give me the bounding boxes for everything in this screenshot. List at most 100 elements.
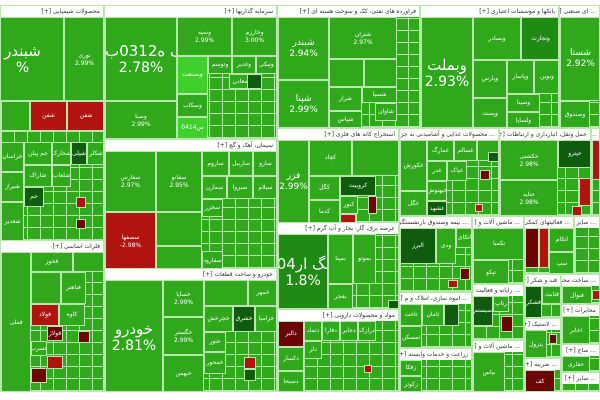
- tile[interactable]: اخابر: [562, 316, 590, 343]
- tile[interactable]: وغدیر: [232, 56, 256, 74]
- sector-header[interactable]: مواد و محصولات دارویی [+]: [278, 310, 398, 321]
- tile[interactable]: تکمبا: [473, 228, 523, 260]
- tile[interactable]: خمحور: [204, 352, 226, 374]
- tile[interactable]: دفارا: [322, 321, 340, 341]
- tile[interactable]: فملی: [1, 252, 31, 391]
- tile[interactable]: سپ: [549, 252, 573, 273]
- tile[interactable]: وتوسم: [208, 56, 232, 74]
- tile[interactable]: غگل: [400, 191, 427, 215]
- tile[interactable]: وسکاب: [177, 94, 208, 117]
- tile[interactable]: وپاسار: [507, 60, 534, 94]
- tile[interactable]: خشرق: [233, 306, 255, 332]
- tile[interactable]: جم پیلن: [24, 142, 52, 165]
- tile[interactable]: [525, 228, 539, 268]
- sector-banks[interactable]: بانکها و موسسات اعتباری [+] وبملت 2.93% و…: [420, 5, 559, 128]
- sector-automotive[interactable]: خودرو و ساخت قطعات [+] خودرو 2.81% خساپا 2…: [104, 268, 277, 392]
- sector-contracting[interactable]: ... ساخ [+] حفاری: [561, 344, 600, 372]
- tile[interactable]: شسپا: [362, 87, 397, 103]
- tile[interactable]: کاوه: [59, 304, 85, 326]
- tile[interactable]: [31, 368, 47, 383]
- tile[interactable]: [156, 212, 202, 246]
- tile[interactable]: حپترو: [558, 140, 590, 168]
- tile[interactable]: حکشتی 2.98%: [500, 140, 558, 180]
- tile[interactable]: ودی: [436, 228, 456, 264]
- tile[interactable]: 0414س: [177, 117, 208, 138]
- tile[interactable]: شستا 2.92%: [560, 17, 599, 101]
- tile[interactable]: فسرب: [31, 341, 47, 356]
- tile[interactable]: سفارس 2.97%: [105, 151, 156, 212]
- sector-header[interactable]: ... ماشین آلات و [+]: [473, 341, 523, 352]
- tile[interactable]: وسپه 2.99%: [177, 17, 232, 56]
- sector-pharma[interactable]: مواد و محصولات دارویی [+] دالبر دکسار دس…: [277, 309, 399, 392]
- sector-agriculture[interactable]: زراعت و خدمات وابسته [+] زفکا زکوثر: [399, 348, 472, 392]
- sector-machinery-2[interactable]: ... ماشین آلات و [+] بپاس: [472, 340, 524, 392]
- tile[interactable]: شخارک: [52, 142, 71, 165]
- tile[interactable]: سبزوا: [227, 176, 253, 199]
- tile[interactable]: ختور: [204, 332, 226, 352]
- sector-insurance[interactable]: ... بیمه وصندوق بازنشستگی [+] البرز ودی …: [399, 216, 472, 292]
- sector-header[interactable]: استخراج کانه های فلزی [+]: [278, 129, 398, 140]
- tile[interactable]: خمهر: [248, 280, 276, 306]
- tile[interactable]: [572, 206, 582, 215]
- sector-metal-products[interactable]: ... ساخت محصولات فلزی [+] فنوال: [561, 274, 600, 304]
- tile[interactable]: غکورش: [400, 140, 427, 191]
- tile[interactable]: پترول: [525, 330, 547, 357]
- tile[interactable]: شاراک: [24, 165, 52, 187]
- tile[interactable]: وپست: [473, 98, 507, 127]
- tile[interactable]: ساروم: [202, 151, 229, 176]
- tile[interactable]: [539, 228, 549, 268]
- tile[interactable]: وبملت 2.93%: [421, 17, 473, 127]
- sector-header[interactable]: ... فعالیتهای کمکی [+]: [525, 217, 573, 228]
- tile[interactable]: صگ ار04ع1.8%: [278, 234, 328, 308]
- tile[interactable]: خساپا 2.99%: [163, 280, 204, 317]
- sector-header[interactable]: ... بیمه وصندوق بازنشستگی [+]: [400, 217, 471, 228]
- tile[interactable]: شتران 2.97%: [329, 17, 397, 59]
- tile[interactable]: خراسان: [1, 142, 24, 172]
- sector-header[interactable]: زراعت و خدمات وابسته [+]: [400, 349, 471, 360]
- tile[interactable]: فنوال: [562, 286, 592, 303]
- tile[interactable]: ثامان: [422, 304, 444, 326]
- tile[interactable]: فولاژ: [47, 326, 63, 341]
- tile[interactable]: ساربیل: [229, 151, 253, 176]
- tile[interactable]: حتاید 2.98%: [500, 180, 558, 215]
- tile[interactable]: کدما: [309, 200, 340, 222]
- sector-header[interactable]: ... ضریبه [+]: [525, 359, 560, 370]
- tile[interactable]: دتماد: [304, 321, 322, 341]
- sector-header[interactable]: بانکها و موسسات اعتباری [+]: [421, 6, 558, 17]
- tile[interactable]: [579, 178, 590, 206]
- tile[interactable]: [244, 369, 256, 381]
- tile[interactable]: فولاد: [31, 304, 59, 326]
- tile[interactable]: سیلام: [253, 176, 276, 199]
- tile[interactable]: [460, 268, 470, 280]
- tile[interactable]: وصندوق: [560, 101, 590, 127]
- tile[interactable]: فخوز: [31, 252, 73, 272]
- tile[interactable]: بموتو: [353, 234, 376, 284]
- tile[interactable]: خگستر 2.99%: [163, 317, 204, 355]
- tile[interactable]: بپاس: [473, 352, 505, 391]
- tile[interactable]: [475, 204, 483, 212]
- tile[interactable]: درازک: [358, 321, 376, 341]
- tile[interactable]: بمپنا: [328, 234, 353, 284]
- sector-header[interactable]: ... ساخ [+]: [562, 345, 599, 356]
- tile[interactable]: خچرخش: [204, 306, 233, 332]
- sector-other[interactable]: ... سایر [+]: [574, 216, 600, 274]
- tile[interactable]: شفن: [30, 101, 67, 131]
- tile[interactable]: شغدیر: [1, 202, 24, 240]
- sector-header[interactable]: ... سایر [+]: [575, 217, 599, 228]
- sector-metal-mining[interactable]: استخراج کانه های فلزی [+] فزر 2.99% کچاد …: [277, 128, 399, 223]
- tile[interactable]: شبندر%: [1, 17, 64, 101]
- tile[interactable]: [444, 304, 459, 326]
- tile[interactable]: دکسار: [278, 347, 304, 371]
- sector-real-estate[interactable]: ... انبوه سازی، املاک و م [+] ثاخت ثمسکن…: [399, 292, 472, 348]
- sector-header[interactable]: ... ساخت محصولات فلزی [+]: [562, 275, 599, 286]
- sector-header[interactable]: ... سایر [+]: [562, 373, 599, 384]
- sector-header[interactable]: سیمان، آهک و گچ [+]: [105, 140, 276, 151]
- tile[interactable]: شیراز: [1, 172, 24, 202]
- tile[interactable]: شبندر 2.94%: [278, 17, 329, 80]
- tile[interactable]: غدر: [427, 161, 447, 181]
- sector-basic-metals[interactable]: فلزات اساسی [+] فملی فخوز فباهنر فولاد ک…: [0, 240, 104, 392]
- tile[interactable]: [549, 334, 557, 344]
- tile[interactable]: [78, 331, 90, 343]
- tile[interactable]: [244, 357, 256, 369]
- tile[interactable]: خودرو 2.81%: [105, 280, 163, 391]
